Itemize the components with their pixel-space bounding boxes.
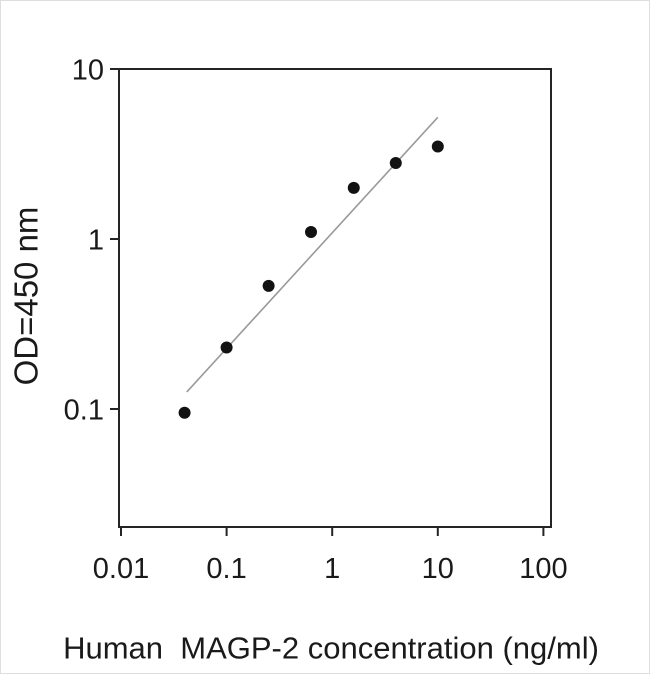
data-point: [389, 156, 402, 169]
plot-frame: [118, 68, 552, 528]
data-point: [178, 406, 191, 419]
data-point: [431, 140, 444, 153]
x-tick-label: 0.01: [93, 553, 149, 585]
y-tick-label: 1: [88, 225, 104, 257]
x-axis-title: Human MAGP-2 concentration (ng/ml): [63, 630, 599, 666]
data-point: [220, 341, 233, 354]
x-tick-label: 1: [324, 553, 340, 585]
y-tick-label: 0.1: [64, 395, 104, 427]
x-tick-label: 0.1: [206, 553, 246, 585]
y-tick-label: 10: [72, 55, 104, 87]
data-point: [347, 181, 360, 194]
data-point: [262, 279, 275, 292]
y-axis-title: OD=450 nm: [7, 206, 45, 386]
x-tick-label: 100: [519, 553, 567, 585]
data-point: [305, 225, 318, 238]
x-tick-label: 10: [422, 553, 454, 585]
